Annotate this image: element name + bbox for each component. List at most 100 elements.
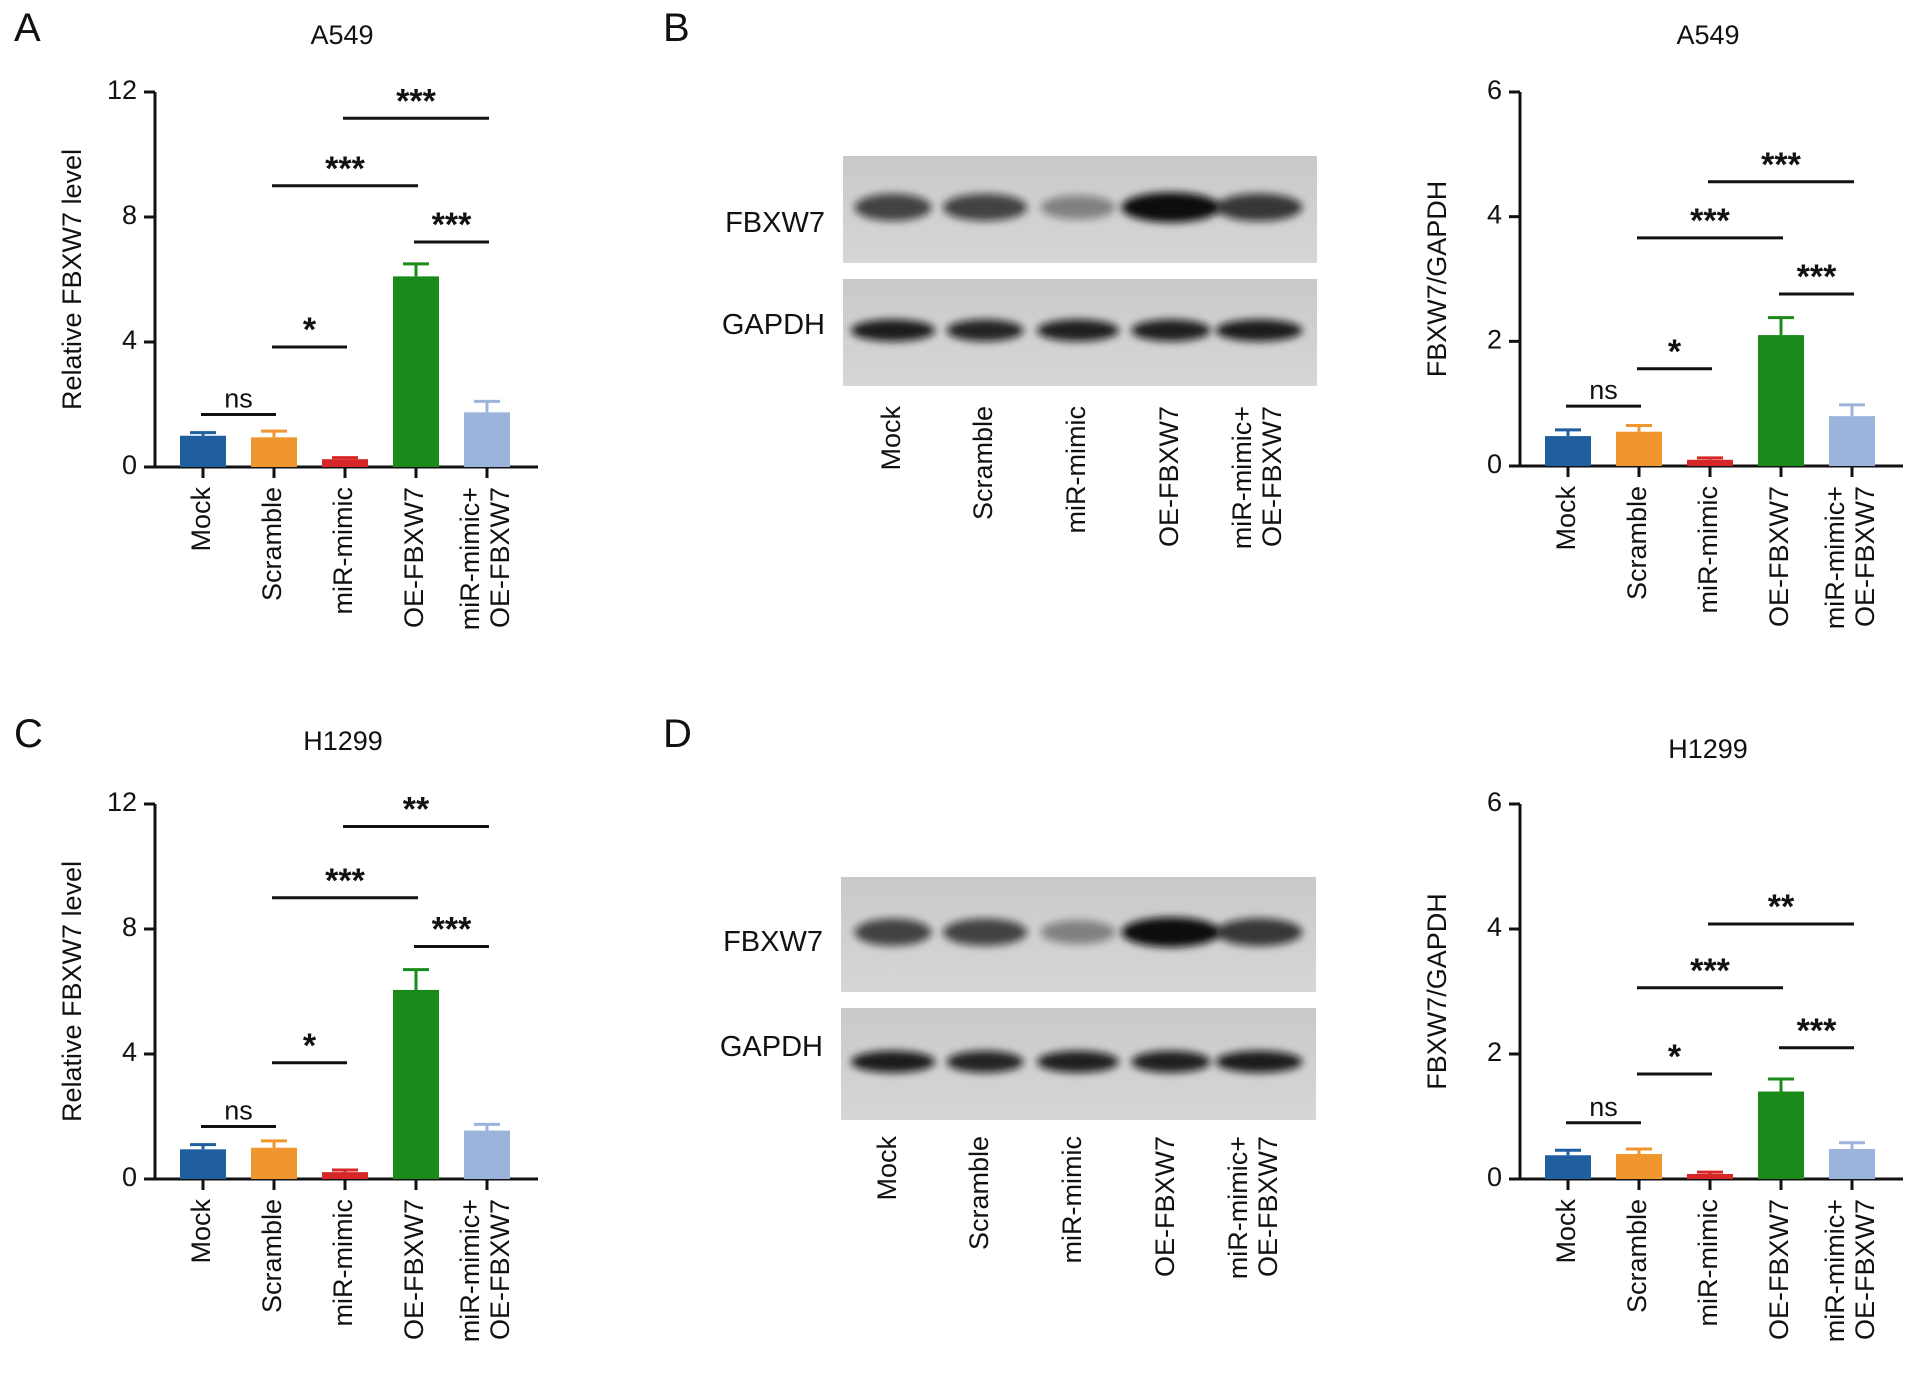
panel-label: C [14, 712, 43, 756]
bar [180, 435, 226, 467]
y-axis-label: Relative FBXW7 level [57, 861, 87, 1122]
significance-label: ns [1589, 375, 1618, 405]
blot-band [1040, 195, 1116, 220]
chart-title: H1299 [1668, 734, 1748, 764]
x-tick-label: Scramble [1622, 486, 1652, 600]
bar [1616, 1154, 1662, 1179]
lane-label: Mock [876, 406, 906, 471]
y-tick-label: 4 [122, 1037, 137, 1067]
y-tick-label: 12 [107, 787, 137, 817]
y-tick-label: 8 [122, 912, 137, 942]
x-tick-label: Mock [1551, 1199, 1581, 1264]
y-axis-label: FBXW7/GAPDH [1422, 181, 1452, 378]
x-tick-label: miR-mimic+OE-FBXW7 [1820, 1199, 1880, 1342]
bar-chart: H1299 Relative FBXW7 level 0 4 8 12 Mock Scramb… [57, 726, 538, 1342]
y-tick-label: 6 [1487, 75, 1502, 105]
bar [1545, 1155, 1591, 1179]
x-tick-label: miR-mimic [1693, 1199, 1723, 1326]
blot-band [854, 918, 932, 946]
significance-label: * [1668, 333, 1682, 371]
x-tick-label: miR-mimic+OE-FBXW7 [455, 1199, 515, 1342]
lane-label: Mock [872, 1136, 902, 1201]
significance-label: *** [1797, 1012, 1837, 1050]
blot-band [1037, 319, 1119, 342]
lane-label: miR-mimic+OE-FBXW7 [1227, 406, 1287, 549]
blot-band [1121, 917, 1221, 948]
x-tick-label: miR-mimic+OE-FBXW7 [1820, 486, 1880, 629]
x-tick-label: OE-FBXW7 [399, 487, 429, 628]
lane-label: miR-mimic+OE-FBXW7 [1223, 1136, 1283, 1279]
significance-label: ** [1768, 888, 1795, 926]
bar [464, 412, 510, 467]
x-tick-label: miR-mimic [1693, 486, 1723, 613]
x-tick-label: miR-mimic [328, 1199, 358, 1326]
bar [1829, 416, 1875, 466]
significance-label: * [1668, 1038, 1682, 1076]
blot-band [1037, 1050, 1119, 1073]
bar [464, 1130, 510, 1179]
blot-band [1121, 192, 1221, 223]
y-tick-label: 0 [1487, 449, 1502, 479]
blot-band [1131, 1050, 1211, 1073]
significance-label: *** [1690, 202, 1730, 240]
significance-label: *** [396, 82, 436, 120]
panel-label: B [663, 6, 690, 50]
bar [1687, 1174, 1733, 1179]
bar [1616, 431, 1662, 466]
significance-label: ns [224, 384, 253, 414]
panel-label: A [14, 6, 41, 50]
blot-band [946, 1050, 1024, 1073]
significance-label: ns [1589, 1092, 1618, 1122]
lane-label: miR-mimic [1061, 406, 1091, 533]
y-tick-label: 4 [1487, 912, 1502, 942]
lane-label: Scramble [964, 1136, 994, 1250]
y-tick-label: 0 [122, 1162, 137, 1192]
y-axis-label: Relative FBXW7 level [57, 149, 87, 410]
chart-title: A549 [1676, 20, 1739, 50]
y-tick-label: 4 [122, 325, 137, 355]
bar [1758, 1091, 1804, 1179]
bar [393, 989, 439, 1179]
significance-label: *** [1797, 258, 1837, 296]
bar [251, 1147, 297, 1179]
significance-label: ns [224, 1096, 253, 1126]
blot-band [942, 193, 1028, 221]
y-tick-label: 8 [122, 200, 137, 230]
blot-band [850, 319, 936, 342]
significance-label: * [303, 1027, 317, 1065]
x-tick-label: Scramble [257, 1199, 287, 1313]
blot-row-label: FBXW7 [725, 207, 825, 239]
y-tick-label: 6 [1487, 787, 1502, 817]
blot-band [946, 319, 1024, 342]
lane-label: OE-FBXW7 [1154, 406, 1184, 547]
blot-band [850, 1050, 936, 1073]
blot-row-label: FBXW7 [723, 926, 823, 958]
x-tick-label: Scramble [1622, 1199, 1652, 1313]
blot-band [1215, 1050, 1303, 1073]
y-tick-label: 12 [107, 75, 137, 105]
y-tick-label: 0 [1487, 1162, 1502, 1192]
western-blot [843, 156, 1317, 386]
blot-band [1215, 193, 1303, 222]
x-tick-label: Scramble [257, 487, 287, 601]
y-axis-label: FBXW7/GAPDH [1422, 893, 1452, 1090]
y-tick-label: 0 [122, 450, 137, 480]
significance-label: *** [432, 911, 472, 949]
blot-row-label: GAPDH [720, 1031, 823, 1063]
chart-title: H1299 [303, 726, 383, 756]
lane-label: miR-mimic [1057, 1136, 1087, 1263]
significance-label: ** [403, 791, 430, 829]
blot-band [1215, 319, 1303, 342]
x-tick-label: Mock [1551, 486, 1581, 551]
bar [251, 437, 297, 467]
bar-chart: H1299 FBXW7/GAPDH 0 2 4 6 Mock Scramble miR-mimi… [1422, 734, 1903, 1342]
significance-label: *** [1761, 146, 1801, 184]
x-tick-label: miR-mimic [328, 487, 358, 614]
bar [322, 459, 368, 467]
x-tick-label: OE-FBXW7 [399, 1199, 429, 1340]
panel-label: D [663, 712, 692, 756]
x-tick-label: miR-mimic+OE-FBXW7 [455, 487, 515, 630]
bar [1545, 436, 1591, 466]
significance-label: *** [432, 206, 472, 244]
